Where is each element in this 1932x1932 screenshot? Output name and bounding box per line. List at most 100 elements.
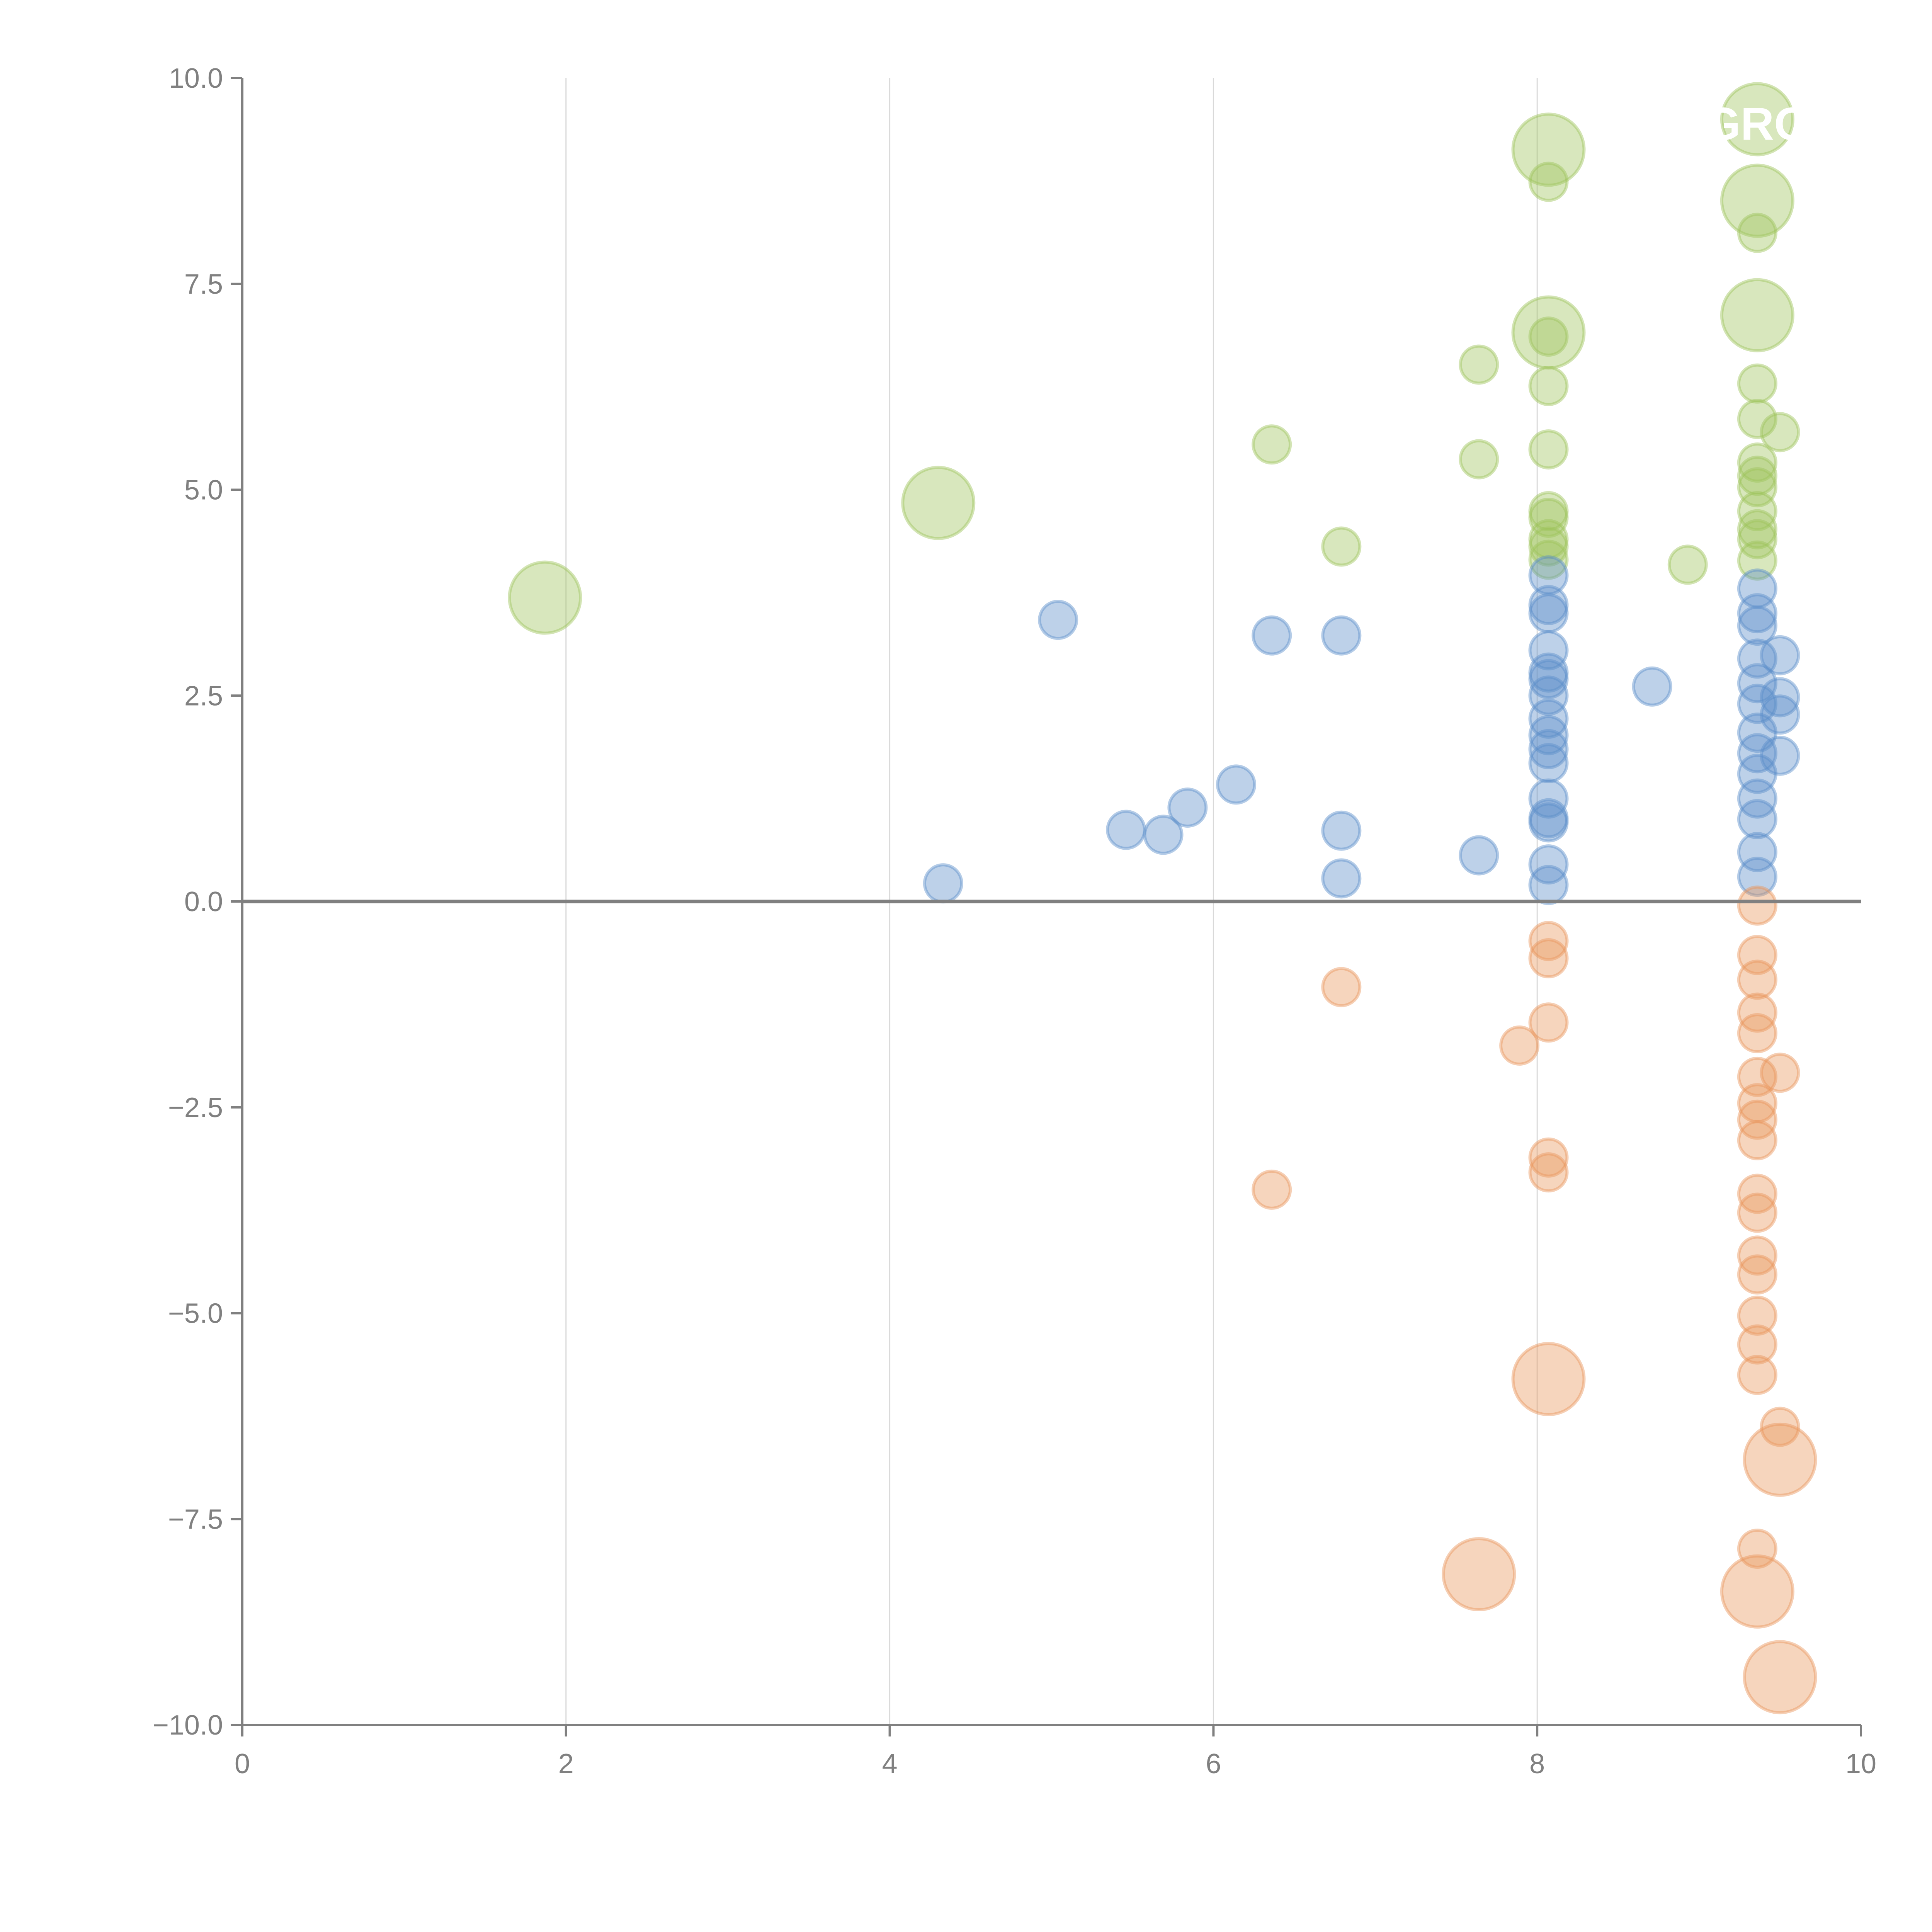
bubble-orange[interactable] — [1737, 959, 1777, 1000]
bubble-orange[interactable] — [1528, 1002, 1569, 1043]
bubble-green[interactable] — [1252, 424, 1292, 465]
bubble-green[interactable] — [1528, 526, 1569, 567]
bubble-green[interactable] — [1511, 295, 1586, 370]
bubble-orange[interactable] — [1760, 1053, 1800, 1093]
bubble-orange[interactable] — [1737, 1192, 1777, 1233]
bubble-green[interactable] — [1528, 366, 1569, 406]
bubble-green[interactable] — [1511, 112, 1586, 187]
bubble-blue[interactable] — [1737, 753, 1777, 794]
bubble-green[interactable] — [1720, 278, 1794, 352]
bubble-blue[interactable] — [1528, 865, 1569, 905]
bubble-orange[interactable] — [1737, 1528, 1777, 1569]
bubble-orange[interactable] — [1760, 1406, 1800, 1447]
bubble-orange[interactable] — [1737, 1083, 1777, 1124]
bubble-blue[interactable] — [1737, 778, 1777, 819]
bubble-orange[interactable] — [1737, 1324, 1777, 1365]
bubble-green[interactable] — [1459, 344, 1499, 385]
bubble-orange[interactable] — [1528, 1152, 1569, 1193]
bubble-blue[interactable] — [1528, 585, 1569, 625]
bubble-blue[interactable] — [1737, 713, 1777, 753]
bubble-blue[interactable] — [1737, 832, 1777, 872]
bubble-blue[interactable] — [1528, 630, 1569, 671]
bubble-orange[interactable] — [1499, 1025, 1540, 1066]
bubble-orange[interactable] — [1321, 967, 1362, 1007]
bubble-blue[interactable] — [1528, 652, 1569, 693]
bubble-green[interactable] — [901, 466, 976, 540]
bubble-blue[interactable] — [1321, 615, 1362, 656]
bubble-blue[interactable] — [1528, 675, 1569, 716]
bubble-blue[interactable] — [1528, 698, 1569, 739]
bubble-orange[interactable] — [1737, 885, 1777, 926]
bubble-blue[interactable] — [1737, 663, 1777, 704]
bubble-orange[interactable] — [1737, 1120, 1777, 1160]
bubble-blue[interactable] — [1737, 799, 1777, 839]
bubble-blue[interactable] — [1528, 659, 1569, 699]
bubble-green[interactable] — [1528, 539, 1569, 580]
bubble-blue[interactable] — [1528, 798, 1569, 838]
bubble-orange[interactable] — [1528, 921, 1569, 961]
bubble-orange[interactable] — [1737, 1099, 1777, 1140]
bubble-green[interactable] — [1459, 439, 1499, 480]
bubble-green[interactable] — [1528, 429, 1569, 470]
bubble-green[interactable] — [1737, 467, 1777, 508]
bubble-blue[interactable] — [1760, 635, 1800, 675]
bubble-green[interactable] — [1720, 82, 1794, 156]
bubble-blue[interactable] — [1528, 555, 1569, 596]
bubble-orange[interactable] — [1737, 1295, 1777, 1336]
bubble-orange[interactable] — [1737, 1013, 1777, 1053]
bubble-blue[interactable] — [1737, 638, 1777, 679]
bubble-orange[interactable] — [1737, 1173, 1777, 1214]
bubble-blue[interactable] — [1737, 568, 1777, 609]
bubble-blue[interactable] — [1528, 715, 1569, 755]
bubble-orange[interactable] — [1743, 1422, 1817, 1497]
bubble-blue[interactable] — [1737, 593, 1777, 634]
bubble-blue[interactable] — [1038, 600, 1078, 640]
bubble-orange[interactable] — [1737, 1254, 1777, 1295]
bubble-orange[interactable] — [1737, 1056, 1777, 1097]
bubble-blue[interactable] — [1528, 743, 1569, 783]
bubble-green[interactable] — [1737, 491, 1777, 531]
bubble-orange[interactable] — [1442, 1537, 1516, 1612]
bubble-green[interactable] — [1737, 442, 1777, 483]
bubble-green[interactable] — [1737, 456, 1777, 496]
bubble-blue[interactable] — [1459, 835, 1499, 876]
bubble-blue[interactable] — [1321, 858, 1362, 899]
bubble-blue[interactable] — [1528, 844, 1569, 885]
bubble-blue[interactable] — [1528, 729, 1569, 769]
bubble-green[interactable] — [1737, 399, 1777, 439]
bubble-green[interactable] — [508, 560, 582, 635]
bubble-green[interactable] — [1737, 509, 1777, 549]
bubble-blue[interactable] — [1528, 778, 1569, 819]
bubble-green[interactable] — [1667, 544, 1708, 585]
bubble-orange[interactable] — [1737, 992, 1777, 1033]
bubble-orange[interactable] — [1737, 935, 1777, 975]
bubble-blue[interactable] — [1760, 677, 1800, 718]
bubble-blue[interactable] — [1737, 857, 1777, 897]
bubble-orange[interactable] — [1737, 1235, 1777, 1276]
bubble-green[interactable] — [1528, 497, 1569, 538]
bubble-green[interactable] — [1720, 163, 1794, 238]
bubble-blue[interactable] — [1737, 605, 1777, 646]
bubble-blue[interactable] — [1528, 593, 1569, 634]
bubble-green[interactable] — [1528, 519, 1569, 560]
bubble-orange[interactable] — [1252, 1169, 1292, 1210]
bubble-blue[interactable] — [1252, 615, 1292, 656]
bubble-blue[interactable] — [1321, 810, 1362, 851]
bubble-green[interactable] — [1760, 412, 1800, 452]
bubble-green[interactable] — [1737, 363, 1777, 404]
bubble-blue[interactable] — [1737, 733, 1777, 774]
bubble-blue[interactable] — [1216, 764, 1257, 805]
bubble-blue[interactable] — [1632, 666, 1672, 707]
bubble-orange[interactable] — [1743, 1640, 1817, 1714]
bubble-blue[interactable] — [1528, 802, 1569, 843]
bubble-green[interactable] — [1737, 213, 1777, 253]
bubble-orange[interactable] — [1720, 1554, 1794, 1629]
bubble-blue[interactable] — [1760, 735, 1800, 776]
bubble-green[interactable] — [1737, 540, 1777, 581]
bubble-blue[interactable] — [1143, 815, 1184, 855]
bubble-blue[interactable] — [923, 863, 963, 904]
bubble-orange[interactable] — [1511, 1342, 1586, 1416]
bubble-orange[interactable] — [1737, 1355, 1777, 1395]
bubble-green[interactable] — [1528, 162, 1569, 202]
bubble-blue[interactable] — [1106, 810, 1146, 850]
